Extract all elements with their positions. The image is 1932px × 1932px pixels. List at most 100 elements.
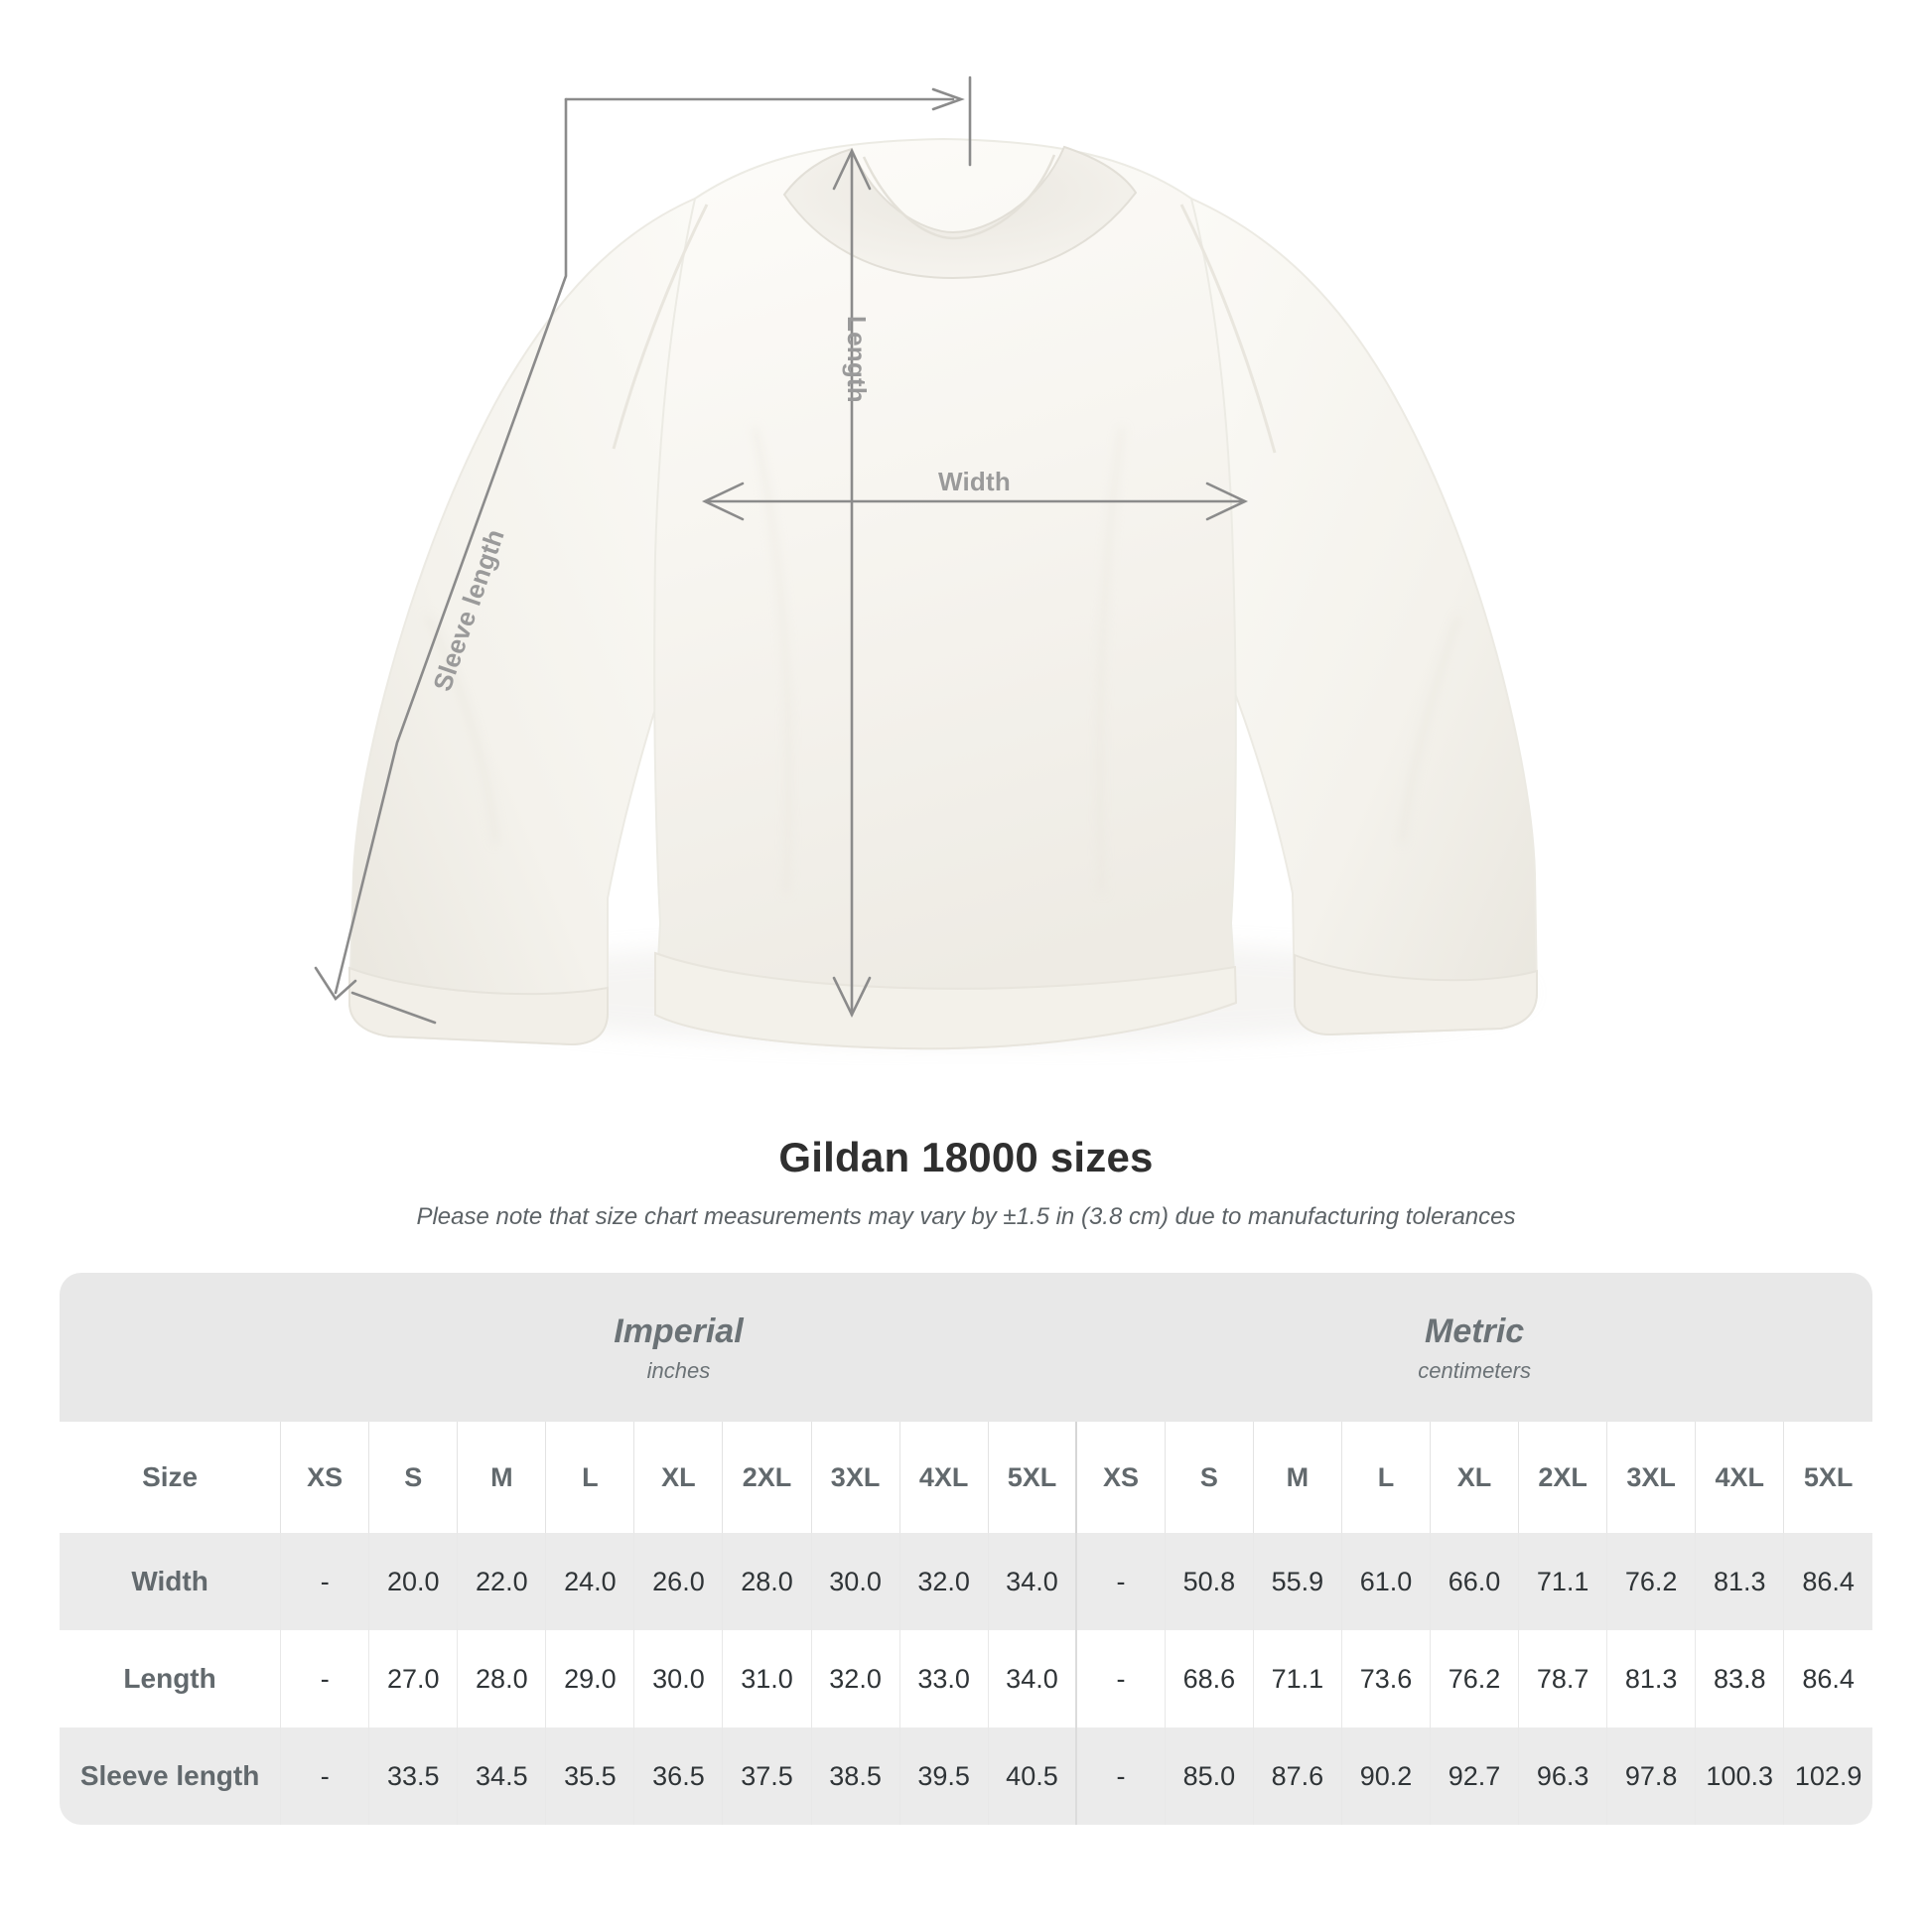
right-sleeve xyxy=(1189,197,1539,1036)
cell-sleeve-length-metric-m: 87.6 xyxy=(1252,1727,1342,1825)
table-row: Length -27.0 28.0 29.0 30.0 31.0 32.0 33.0 34.0-… xyxy=(60,1630,1872,1727)
unit-group-metric: Metric centimeters xyxy=(1076,1273,1872,1422)
size-table: Imperial inches Metric centimeters Size XS S M L… xyxy=(60,1273,1872,1825)
fabric-folds xyxy=(424,426,1462,895)
size-header-imperial-3xl: 3XL xyxy=(810,1422,900,1533)
cell-width-metric-m: 55.9 xyxy=(1252,1533,1342,1630)
unit-group-imperial: Imperial inches xyxy=(280,1273,1077,1422)
cell-width-metric-2xl: 71.1 xyxy=(1518,1533,1607,1630)
page-title: Gildan 18000 sizes xyxy=(778,1134,1154,1180)
cell-sleeve-length-metric-xs: - xyxy=(1075,1727,1166,1825)
size-column-label: Size xyxy=(60,1422,281,1533)
size-header-metric-2xl: 2XL xyxy=(1518,1422,1607,1533)
width-arrow-right xyxy=(1205,482,1249,521)
cell-length-metric-2xl: 78.7 xyxy=(1518,1630,1607,1727)
size-header-imperial-5xl: 5XL xyxy=(987,1422,1077,1533)
size-header-imperial-m: M xyxy=(457,1422,546,1533)
sleeve-diagonal-line xyxy=(334,97,568,995)
unit-group-header-row: Imperial inches Metric centimeters xyxy=(60,1273,1872,1422)
size-header-metric-4xl: 4XL xyxy=(1695,1422,1784,1533)
table-row: Width -20.0 22.0 24.0 26.0 28.0 30.0 32.0 34.0-5… xyxy=(60,1533,1872,1630)
cell-length-metric-s: 68.6 xyxy=(1164,1630,1254,1727)
title-block: Gildan 18000 sizes Please note that size… xyxy=(0,1134,1932,1231)
cell-width-metric-3xl: 76.2 xyxy=(1606,1533,1696,1630)
cell-sleeve-length-imperial-l: 35.5 xyxy=(545,1727,634,1825)
row-label-width: Width xyxy=(60,1533,281,1630)
cell-sleeve-length-metric-s: 85.0 xyxy=(1164,1727,1254,1825)
unit-group-subtitle: centimeters xyxy=(1418,1358,1531,1384)
size-header-metric-xl: XL xyxy=(1429,1422,1519,1533)
cell-length-metric-xl: 76.2 xyxy=(1429,1630,1519,1727)
cell-sleeve-length-metric-5xl: 102.9 xyxy=(1783,1727,1872,1825)
width-dimension-label: Width xyxy=(938,467,1011,496)
cell-length-imperial-xl: 30.0 xyxy=(633,1630,723,1727)
unit-header-spacer xyxy=(60,1273,281,1422)
cell-sleeve-length-metric-xl: 92.7 xyxy=(1429,1727,1519,1825)
sleeve-cuff-tick xyxy=(350,991,437,1025)
cell-width-imperial-l: 24.0 xyxy=(545,1533,634,1630)
cell-width-metric-4xl: 81.3 xyxy=(1695,1533,1784,1630)
table-row: Sleeve length -33.5 34.5 35.5 36.5 37.5 38.5 39… xyxy=(60,1727,1872,1825)
cell-length-imperial-5xl: 34.0 xyxy=(987,1630,1077,1727)
cell-length-imperial-xs: - xyxy=(280,1630,369,1727)
size-header-metric-s: S xyxy=(1164,1422,1254,1533)
cell-sleeve-length-imperial-4xl: 39.5 xyxy=(898,1727,989,1825)
cell-sleeve-length-metric-2xl: 96.3 xyxy=(1518,1727,1607,1825)
size-header-metric-m: M xyxy=(1252,1422,1342,1533)
cell-sleeve-length-imperial-5xl: 40.5 xyxy=(987,1727,1077,1825)
cell-length-imperial-l: 29.0 xyxy=(545,1630,634,1727)
cell-sleeve-length-metric-4xl: 100.3 xyxy=(1695,1727,1784,1825)
cell-sleeve-length-metric-3xl: 97.8 xyxy=(1606,1727,1696,1825)
cell-width-metric-xs: - xyxy=(1075,1533,1166,1630)
right-shoulder-seam xyxy=(1179,204,1277,454)
size-header-imperial-4xl: 4XL xyxy=(898,1422,989,1533)
length-arrow-bottom xyxy=(832,976,872,1018)
cell-width-metric-xl: 66.0 xyxy=(1429,1533,1519,1630)
length-dimension-label: Length xyxy=(842,316,872,403)
dimension-lines xyxy=(314,75,1249,1025)
row-label-length: Length xyxy=(60,1630,281,1727)
cell-width-imperial-5xl: 34.0 xyxy=(987,1533,1077,1630)
unit-group-subtitle: inches xyxy=(646,1358,711,1384)
cell-length-imperial-s: 27.0 xyxy=(368,1630,458,1727)
cell-sleeve-length-imperial-m: 34.5 xyxy=(457,1727,546,1825)
cell-width-imperial-4xl: 32.0 xyxy=(898,1533,989,1630)
cell-sleeve-length-imperial-3xl: 38.5 xyxy=(810,1727,900,1825)
size-table-wrapper: Imperial inches Metric centimeters Size XS S M L… xyxy=(60,1273,1872,1825)
cell-width-imperial-m: 22.0 xyxy=(457,1533,546,1630)
cell-length-metric-xs: - xyxy=(1075,1630,1166,1727)
right-cuff xyxy=(1294,953,1538,1036)
row-label-sleeve-length: Sleeve length xyxy=(60,1727,281,1825)
cell-sleeve-length-imperial-s: 33.5 xyxy=(368,1727,458,1825)
sleeve-arrow-top xyxy=(931,87,965,111)
size-header-metric-l: L xyxy=(1340,1422,1431,1533)
size-header-imperial-xl: XL xyxy=(633,1422,723,1533)
cell-length-metric-5xl: 86.4 xyxy=(1783,1630,1872,1727)
bottom-hem xyxy=(654,951,1238,1050)
cell-width-imperial-s: 20.0 xyxy=(368,1533,458,1630)
sweatshirt-diagram xyxy=(314,75,1539,1050)
cell-width-metric-s: 50.8 xyxy=(1164,1533,1254,1630)
left-sleeve xyxy=(347,197,696,1046)
size-header-imperial-2xl: 2XL xyxy=(722,1422,812,1533)
cell-width-imperial-3xl: 30.0 xyxy=(810,1533,900,1630)
cell-sleeve-length-metric-l: 90.2 xyxy=(1340,1727,1431,1825)
size-header-imperial-l: L xyxy=(545,1422,634,1533)
cell-length-metric-m: 71.1 xyxy=(1252,1630,1342,1727)
left-cuff xyxy=(348,966,609,1046)
cell-length-metric-l: 73.6 xyxy=(1340,1630,1431,1727)
size-header-metric-5xl: 5XL xyxy=(1783,1422,1872,1533)
size-header-imperial-xs: XS xyxy=(280,1422,369,1533)
cell-length-imperial-m: 28.0 xyxy=(457,1630,546,1727)
unit-group-name: Metric xyxy=(1425,1311,1525,1350)
collar-inner-seam xyxy=(862,154,1056,240)
unit-group-name: Imperial xyxy=(614,1311,744,1350)
collar xyxy=(782,145,1138,280)
cell-width-metric-l: 61.0 xyxy=(1340,1533,1431,1630)
cell-length-metric-4xl: 83.8 xyxy=(1695,1630,1784,1727)
cell-width-imperial-xs: - xyxy=(280,1533,369,1630)
cell-length-imperial-3xl: 32.0 xyxy=(810,1630,900,1727)
garment-illustration: Length Width Sleeve length xyxy=(314,75,1539,1050)
cell-length-imperial-2xl: 31.0 xyxy=(722,1630,812,1727)
